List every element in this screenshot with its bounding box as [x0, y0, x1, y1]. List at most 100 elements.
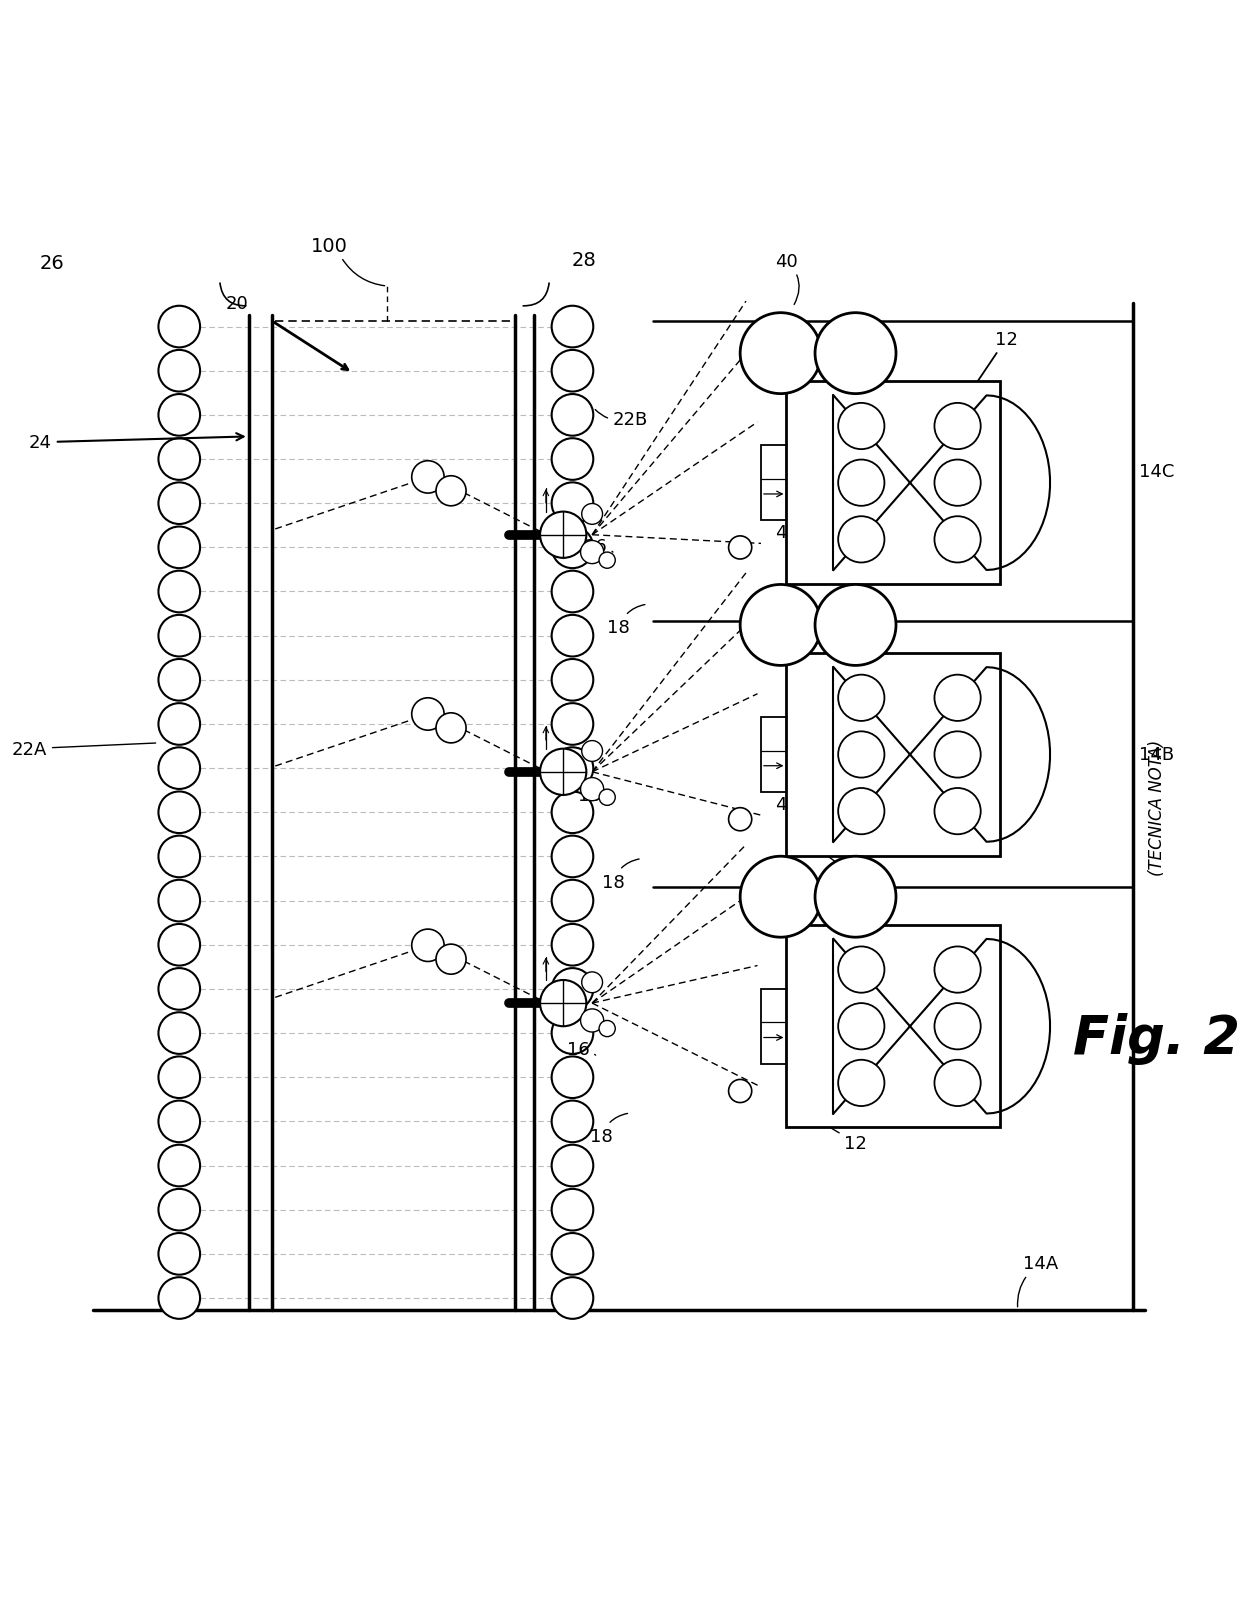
- Circle shape: [552, 483, 593, 525]
- Text: 18: 18: [590, 1114, 627, 1146]
- Circle shape: [552, 350, 593, 392]
- Circle shape: [552, 439, 593, 481]
- Circle shape: [541, 512, 587, 558]
- Circle shape: [599, 1020, 615, 1038]
- Circle shape: [159, 1233, 200, 1275]
- Text: 12: 12: [951, 331, 1018, 421]
- Text: 24: 24: [29, 434, 243, 452]
- Circle shape: [552, 307, 593, 349]
- Bar: [761, 445, 786, 521]
- Circle shape: [552, 968, 593, 1010]
- Circle shape: [729, 1080, 751, 1102]
- Circle shape: [935, 1060, 981, 1106]
- Circle shape: [159, 528, 200, 568]
- Circle shape: [729, 536, 751, 560]
- Circle shape: [815, 857, 897, 938]
- Circle shape: [541, 980, 587, 1027]
- Circle shape: [582, 972, 603, 993]
- Text: 14A: 14A: [1018, 1254, 1059, 1307]
- Text: 100: 100: [311, 237, 348, 257]
- Text: (TECNICA NOTA): (TECNICA NOTA): [1147, 739, 1166, 875]
- Circle shape: [159, 1277, 200, 1319]
- Circle shape: [159, 704, 200, 746]
- Circle shape: [838, 404, 884, 450]
- Circle shape: [552, 1233, 593, 1275]
- Circle shape: [838, 675, 884, 721]
- Circle shape: [436, 476, 466, 507]
- Text: 18: 18: [608, 605, 645, 638]
- Circle shape: [552, 1277, 593, 1319]
- Text: 26: 26: [40, 255, 64, 273]
- Bar: [786, 654, 1001, 855]
- Circle shape: [552, 880, 593, 922]
- Circle shape: [838, 947, 884, 993]
- Circle shape: [838, 516, 884, 563]
- Circle shape: [159, 1144, 200, 1186]
- Circle shape: [159, 1012, 200, 1054]
- Circle shape: [935, 516, 981, 563]
- Circle shape: [935, 675, 981, 721]
- Text: 12: 12: [817, 1120, 867, 1152]
- Circle shape: [740, 313, 821, 394]
- Circle shape: [159, 1101, 200, 1143]
- Circle shape: [159, 880, 200, 922]
- Text: 22B: 22B: [595, 410, 649, 429]
- Text: 12: 12: [817, 849, 867, 886]
- Circle shape: [552, 792, 593, 833]
- Bar: [786, 383, 1001, 584]
- Circle shape: [552, 1057, 593, 1099]
- Circle shape: [412, 930, 444, 962]
- Circle shape: [935, 731, 981, 778]
- Circle shape: [159, 615, 200, 657]
- Text: 16: 16: [567, 1041, 595, 1059]
- Circle shape: [552, 836, 593, 878]
- Circle shape: [815, 586, 897, 667]
- Circle shape: [159, 350, 200, 392]
- Circle shape: [159, 925, 200, 965]
- Circle shape: [552, 1144, 593, 1186]
- Circle shape: [159, 1190, 200, 1231]
- Circle shape: [815, 313, 897, 394]
- Circle shape: [740, 857, 821, 938]
- Circle shape: [552, 660, 593, 700]
- Text: 14B: 14B: [1133, 746, 1174, 763]
- Circle shape: [838, 460, 884, 507]
- Circle shape: [935, 1004, 981, 1049]
- Circle shape: [838, 1004, 884, 1049]
- Bar: [761, 989, 786, 1064]
- Circle shape: [552, 615, 593, 657]
- Text: 16: 16: [578, 786, 608, 804]
- Circle shape: [541, 749, 587, 796]
- Circle shape: [412, 462, 444, 494]
- Circle shape: [436, 944, 466, 975]
- Circle shape: [159, 792, 200, 833]
- Circle shape: [599, 789, 615, 805]
- Circle shape: [580, 1009, 604, 1033]
- Circle shape: [838, 789, 884, 834]
- Text: 18: 18: [601, 860, 639, 891]
- Circle shape: [580, 778, 604, 801]
- Text: 22A: 22A: [11, 741, 156, 759]
- Circle shape: [159, 660, 200, 700]
- Text: 40: 40: [775, 252, 799, 305]
- Circle shape: [412, 699, 444, 731]
- Circle shape: [599, 552, 615, 568]
- Circle shape: [552, 395, 593, 436]
- Circle shape: [935, 947, 981, 993]
- Circle shape: [552, 1190, 593, 1231]
- Circle shape: [159, 747, 200, 789]
- Text: 20: 20: [226, 295, 248, 313]
- Circle shape: [552, 747, 593, 789]
- Circle shape: [159, 307, 200, 349]
- Circle shape: [552, 1012, 593, 1054]
- Text: 16: 16: [584, 537, 613, 555]
- Bar: [761, 718, 786, 792]
- Circle shape: [552, 1101, 593, 1143]
- Circle shape: [159, 968, 200, 1010]
- Circle shape: [159, 1057, 200, 1099]
- Circle shape: [838, 731, 884, 778]
- Circle shape: [436, 713, 466, 744]
- Circle shape: [582, 504, 603, 525]
- Circle shape: [935, 404, 981, 450]
- Circle shape: [740, 586, 821, 667]
